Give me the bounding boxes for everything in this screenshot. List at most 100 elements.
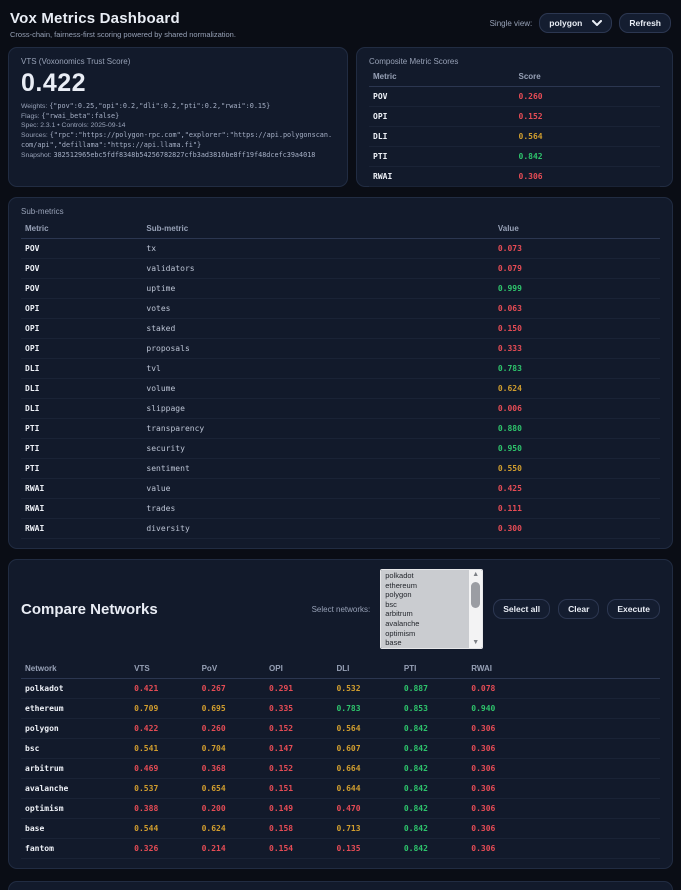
scroll-down-icon[interactable]: ▼	[472, 639, 480, 646]
sub-metric-name: volume	[142, 378, 494, 399]
network-option[interactable]: polygon	[385, 590, 412, 600]
metric-value: 0.260	[197, 718, 266, 739]
select-all-button[interactable]: Select all	[493, 599, 551, 619]
network-option[interactable]: base	[385, 638, 402, 648]
sub-metric-name: staked	[142, 318, 494, 339]
metric-value: 0.564	[514, 126, 660, 147]
metric-value: 0.150	[493, 318, 660, 339]
row-name: fantom	[21, 838, 131, 859]
metric-value: 0.306	[467, 758, 535, 779]
column-header: Value	[493, 218, 660, 239]
table-row: OPI 0.152	[369, 106, 660, 127]
table-row: polkadot 0.421 0.267 0.291 0.532 0.887 0.078	[21, 678, 660, 699]
metric-value: 0.950	[493, 438, 660, 459]
metric-value: 0.078	[467, 678, 535, 699]
metric-value: 0.260	[514, 86, 660, 107]
vts-sources-line: Sources: {"rpc":"https://polygon-rpc.com…	[21, 130, 333, 149]
row-name: POV	[369, 86, 515, 107]
row-name: PTI	[369, 146, 515, 167]
scrollbar-thumb[interactable]	[471, 582, 481, 608]
vts-weights-value: {"pov":0.25,"opi":0.2,"dli":0.2,"pti":0.…	[49, 102, 271, 110]
metric-value: 0.158	[265, 818, 333, 839]
row-name: arbitrum	[21, 758, 131, 779]
network-option[interactable]: avalanche	[385, 618, 420, 628]
row-name: RWAI	[369, 166, 515, 187]
metric-value: 0.842	[399, 718, 468, 739]
top-panels-row: VTS (Voxonomics Trust Score) 0.422 Weigh…	[8, 47, 673, 187]
page-subtitle: Cross-chain, fairness-first scoring powe…	[10, 30, 236, 39]
composite-table: Metric Score POV 0.260 OPI 0.152 DLI 0.564 PTI 0…	[369, 66, 660, 187]
metric-value: 0.152	[265, 718, 333, 739]
row-name: POV	[21, 238, 143, 259]
sub-metric-name: transparency	[142, 418, 494, 439]
sub-metric-name: sentiment	[142, 458, 494, 479]
row-name: PTI	[21, 438, 143, 459]
sub-metric-name: value	[142, 478, 494, 499]
metric-value: 0.940	[467, 698, 535, 719]
metric-value: 0.152	[514, 106, 660, 127]
metric-value: 0.713	[332, 818, 400, 839]
column-header: RWAI	[467, 658, 535, 679]
vts-sources-value: {"rpc":"https://polygon-rpc.com","explor…	[21, 130, 333, 149]
single-view-select[interactable]: polygon	[539, 13, 613, 33]
metric-value: 0.006	[493, 398, 660, 419]
network-option[interactable]: ethereum	[385, 580, 417, 590]
metric-value: 0.073	[493, 238, 660, 259]
table-row: DLI tvl 0.783	[21, 358, 660, 379]
network-option-list[interactable]: polkadot ethereum polygon bsc arbitrum avalan…	[381, 570, 470, 648]
metric-value: 0.644	[332, 778, 400, 799]
multiselect-scrollbar[interactable]: ▲ ▼	[469, 570, 483, 648]
filler-cell	[534, 738, 660, 759]
metric-value: 0.842	[399, 838, 468, 859]
table-row: PTI transparency 0.880	[21, 418, 660, 439]
metric-value: 0.532	[332, 678, 400, 699]
metric-value: 0.842	[399, 738, 468, 759]
metric-value: 0.149	[265, 798, 333, 819]
row-name: DLI	[21, 398, 143, 419]
network-option[interactable]: bsc	[385, 599, 397, 609]
metric-value: 0.306	[467, 718, 535, 739]
network-multiselect[interactable]: polkadot ethereum polygon bsc arbitrum avalan…	[380, 569, 484, 649]
metric-value: 0.422	[130, 718, 198, 739]
metric-value: 0.664	[332, 758, 400, 779]
sub-metric-name: tvl	[142, 358, 494, 379]
filler-cell	[534, 698, 660, 719]
table-row: POV 0.260	[369, 86, 660, 107]
metric-value: 0.135	[332, 838, 400, 859]
row-name: DLI	[21, 358, 143, 379]
network-option[interactable]: optimism	[385, 628, 416, 638]
metric-value: 0.887	[399, 678, 468, 699]
column-header: VTS	[130, 658, 198, 679]
metric-value: 0.469	[130, 758, 198, 779]
column-header: PoV	[197, 658, 266, 679]
table-row: DLI volume 0.624	[21, 378, 660, 399]
vts-panel: VTS (Voxonomics Trust Score) 0.422 Weigh…	[8, 47, 348, 187]
metric-value: 0.300	[493, 518, 660, 539]
column-header: Metric	[369, 66, 515, 87]
row-name: RWAI	[21, 498, 143, 519]
table-row: POV tx 0.073	[21, 238, 660, 259]
execute-button[interactable]: Execute	[607, 599, 660, 619]
metric-value: 0.306	[467, 738, 535, 759]
metric-value: 0.214	[197, 838, 266, 859]
network-option[interactable]: arbitrum	[385, 609, 413, 619]
metric-value: 0.333	[493, 338, 660, 359]
table-row: PTI security 0.950	[21, 438, 660, 459]
page-header: Vox Metrics Dashboard Cross-chain, fairn…	[10, 10, 671, 39]
clear-button[interactable]: Clear	[558, 599, 600, 619]
metric-value: 0.152	[265, 758, 333, 779]
table-row: DLI slippage 0.006	[21, 398, 660, 419]
network-option[interactable]: polkadot	[385, 571, 414, 580]
table-row: base 0.544 0.624 0.158 0.713 0.842 0.306	[21, 818, 660, 839]
metric-value: 0.388	[130, 798, 198, 819]
row-name: bsc	[21, 738, 131, 759]
row-name: OPI	[21, 318, 143, 339]
metric-value: 0.842	[399, 818, 468, 839]
table-row: OPI proposals 0.333	[21, 338, 660, 359]
table-row: polygon 0.422 0.260 0.152 0.564 0.842 0.306	[21, 718, 660, 739]
vts-snapshot-value: 382512965ebc5fdf8348b54256782827cfb3ad38…	[53, 150, 316, 159]
filler-cell	[534, 838, 660, 859]
refresh-button[interactable]: Refresh	[619, 13, 671, 33]
table-row: DLI 0.564	[369, 126, 660, 147]
scroll-up-icon[interactable]: ▲	[472, 571, 480, 578]
